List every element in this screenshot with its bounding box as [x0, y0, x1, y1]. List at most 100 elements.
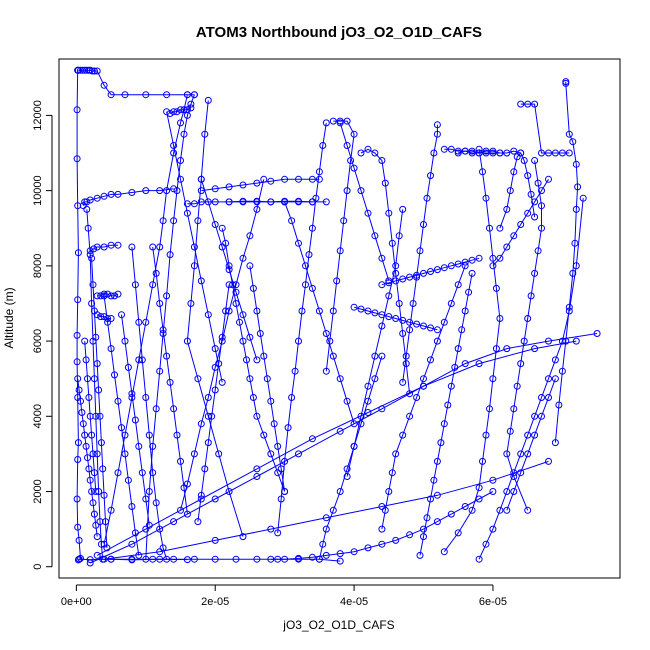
data-point	[74, 523, 82, 531]
data-point	[267, 198, 275, 206]
data-point	[121, 91, 129, 99]
data-point	[232, 281, 240, 289]
data-point	[364, 382, 372, 390]
data-point	[371, 375, 379, 383]
data-point	[510, 232, 518, 240]
data-point	[170, 555, 178, 563]
data-point	[183, 91, 191, 99]
data-point	[461, 503, 469, 510]
data-point	[225, 266, 233, 274]
data-point	[83, 205, 91, 213]
data-point	[288, 217, 296, 225]
series-line	[277, 122, 327, 533]
data-point	[371, 232, 379, 240]
data-point	[482, 149, 490, 157]
data-point	[423, 514, 431, 522]
data-point	[156, 187, 164, 195]
data-point	[86, 559, 94, 567]
series-line	[249, 265, 286, 492]
data-point	[517, 149, 525, 157]
data-point	[90, 375, 98, 383]
data-point	[295, 555, 302, 563]
data-point	[253, 205, 261, 213]
data-point	[503, 488, 511, 495]
series-line	[339, 122, 390, 282]
data-point	[170, 149, 178, 157]
data-point	[88, 300, 96, 307]
data-point	[496, 506, 504, 514]
series-line	[325, 120, 355, 372]
data-point	[357, 305, 365, 313]
series-23	[551, 78, 582, 447]
data-point	[524, 450, 532, 458]
data-point	[486, 224, 493, 232]
series-line	[458, 150, 500, 154]
data-point	[517, 100, 525, 108]
series-12	[225, 197, 330, 206]
data-point	[97, 292, 105, 300]
series-18	[357, 145, 414, 398]
data-point	[159, 326, 167, 334]
y-tick-label: 0	[32, 564, 44, 570]
data-point	[270, 420, 278, 428]
data-point	[197, 175, 205, 183]
data-point	[545, 149, 552, 157]
data-point	[475, 495, 483, 503]
data-point	[395, 300, 403, 307]
data-point	[211, 555, 219, 563]
x-tick-label: 4e-05	[340, 596, 368, 608]
y-tick-label: 10000	[32, 175, 44, 206]
series-52	[336, 119, 393, 285]
data-point	[114, 397, 122, 405]
series-line	[82, 188, 174, 206]
data-point	[538, 394, 545, 401]
data-point	[295, 175, 302, 183]
data-point	[118, 424, 125, 432]
data-point	[218, 243, 226, 251]
data-point	[152, 269, 160, 277]
series-line	[89, 333, 598, 564]
data-point	[440, 145, 448, 153]
data-point	[315, 168, 323, 176]
data-point	[534, 179, 542, 187]
data-point	[84, 375, 91, 383]
y-tick-label: 4000	[32, 404, 44, 428]
series-line	[554, 81, 579, 443]
data-point	[454, 345, 462, 353]
data-point	[73, 155, 81, 163]
data-point	[399, 205, 407, 213]
data-point	[121, 450, 129, 458]
data-point	[253, 197, 261, 205]
data-point	[194, 518, 202, 526]
data-point	[73, 331, 81, 339]
data-point	[392, 269, 400, 277]
data-point	[385, 313, 393, 321]
series-line	[197, 284, 230, 522]
y-tick-label: 8000	[32, 254, 44, 278]
series-line	[499, 152, 536, 229]
data-point	[135, 551, 143, 559]
data-point	[503, 243, 511, 251]
series-line	[131, 246, 168, 560]
data-point	[190, 555, 198, 563]
data-point	[468, 269, 476, 277]
data-point	[531, 412, 539, 420]
series-line	[381, 265, 466, 530]
series-line	[145, 94, 195, 560]
series-line	[419, 273, 473, 556]
data-point	[253, 179, 261, 187]
data-point	[295, 337, 302, 345]
data-point	[420, 269, 427, 277]
data-point	[413, 394, 421, 401]
data-point	[84, 224, 92, 232]
data-point	[538, 187, 545, 195]
data-point	[128, 503, 136, 510]
series-line	[103, 94, 188, 545]
data-point	[170, 405, 178, 413]
data-point	[524, 315, 532, 322]
data-point	[423, 194, 431, 202]
data-point	[138, 469, 146, 477]
series-line	[86, 209, 104, 560]
data-point	[315, 175, 323, 183]
